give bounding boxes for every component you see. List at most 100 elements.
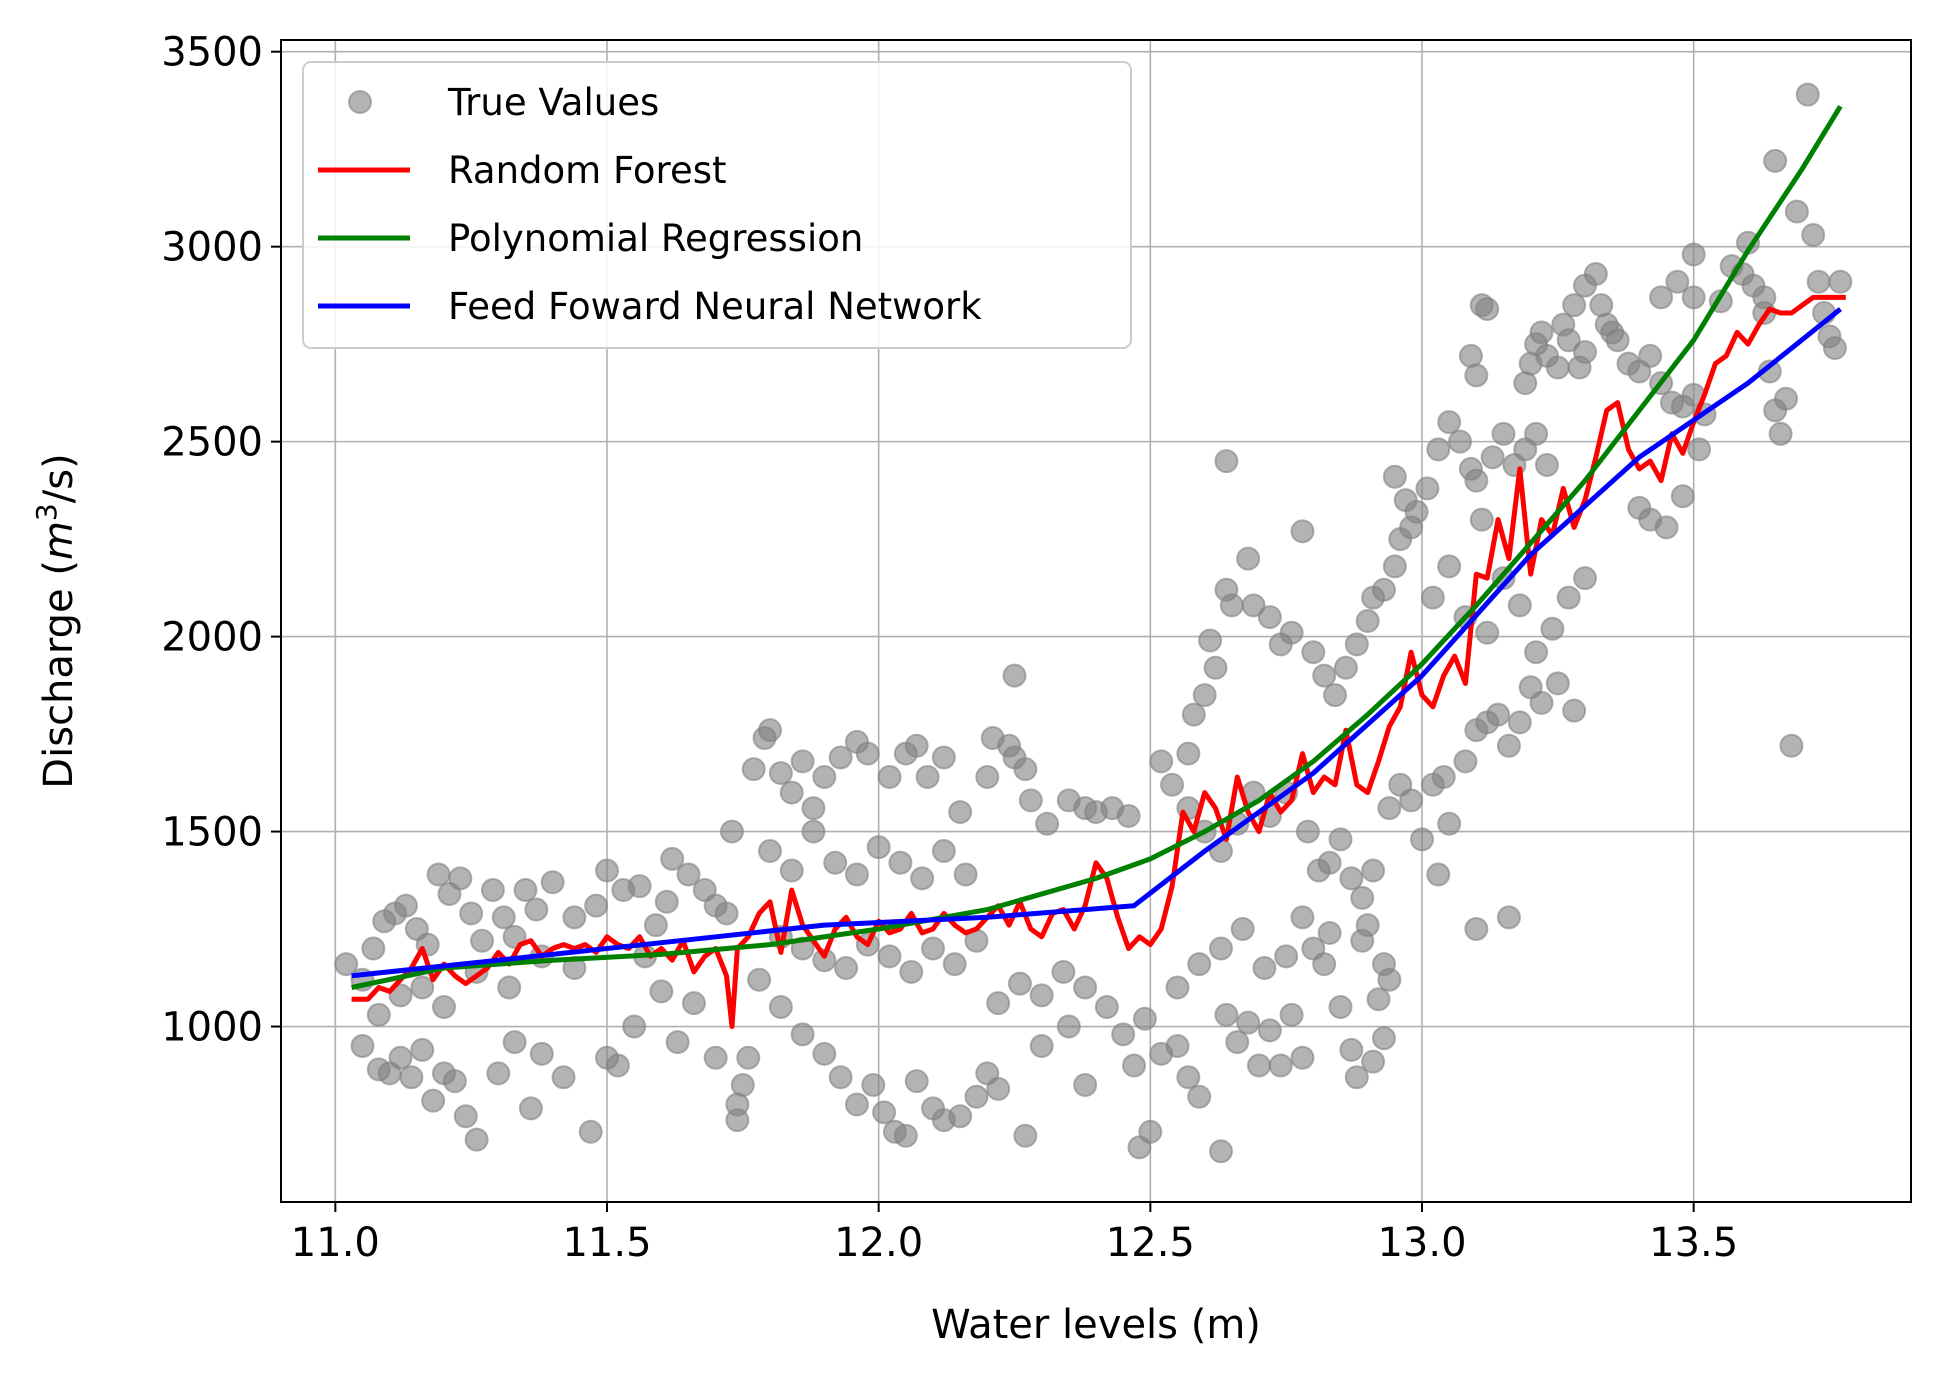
scatter-point [986, 1076, 1011, 1101]
scatter-point [334, 952, 359, 977]
scatter-point [915, 764, 940, 789]
y-tick-label: 2000 [161, 615, 263, 661]
scatter-point [448, 866, 473, 891]
scatter-point [1035, 811, 1060, 836]
y-axis-label-prefix: Discharge ( [36, 560, 82, 789]
x-tick-label: 12.0 [834, 1220, 923, 1266]
scatter-point [942, 952, 967, 977]
scatter-point [1763, 148, 1788, 173]
scatter-point [1828, 269, 1853, 294]
scatter-point [812, 1041, 837, 1066]
scatter-point [1339, 1037, 1364, 1062]
scatter-point [1018, 788, 1043, 813]
scatter-point [578, 1119, 603, 1144]
scatter-point [904, 733, 929, 758]
legend-label-polynomial-regression: Polynomial Regression [448, 217, 863, 260]
scatter-point [1328, 995, 1353, 1020]
scatter-point [1323, 683, 1348, 708]
scatter-point [1236, 1010, 1261, 1035]
scatter-point [491, 905, 516, 930]
scatter-point [388, 1045, 413, 1070]
scatter-point [1464, 363, 1489, 388]
scatter-point [1545, 355, 1570, 380]
scatter-point [1111, 1022, 1136, 1047]
scatter-point [1187, 1084, 1212, 1109]
scatter-point [1344, 1065, 1369, 1090]
x-axis-label: Water levels (m) [931, 1302, 1261, 1348]
scatter-point [1122, 1053, 1147, 1078]
scatter-point [654, 889, 679, 914]
scatter-point [1279, 620, 1304, 645]
scatter-point [844, 862, 869, 887]
scatter-point [861, 1073, 886, 1098]
y-tick-label: 3000 [161, 225, 263, 271]
scatter-point [1187, 952, 1212, 977]
scatter-point [931, 745, 956, 770]
scatter-point [1361, 858, 1386, 883]
scatter-point [1529, 320, 1554, 345]
scatter-point [719, 819, 744, 844]
scatter-point [605, 1053, 630, 1078]
scatter-point [1192, 683, 1217, 708]
scatter-point [1654, 515, 1679, 540]
scatter-point [1165, 975, 1190, 1000]
legend-label-ffnn: Feed Foward Neural Network [448, 285, 982, 328]
scatter-point [665, 1030, 690, 1055]
scatter-point [1208, 1139, 1233, 1164]
scatter-point [551, 1065, 576, 1090]
ticks: 11.0 11.5 12.0 12.5 13.0 13.5 1000 1500 2000 2500… [161, 30, 1738, 1266]
scatter-point [1524, 421, 1549, 446]
scatter-point [779, 780, 804, 805]
scatter-point [812, 948, 837, 973]
scatter-point [1051, 959, 1076, 984]
scatter-point [1573, 566, 1597, 591]
scatter-point [1529, 690, 1554, 715]
scatter-point [1317, 850, 1342, 875]
scatter-point [1073, 1073, 1098, 1098]
scatter-point [459, 901, 484, 926]
scatter-point [921, 936, 945, 961]
scatter-point [1094, 995, 1119, 1020]
scatter-point [953, 862, 978, 887]
scatter-point [931, 839, 956, 864]
legend-box [302, 61, 1132, 349]
scatter-point [410, 975, 435, 1000]
scatter-point [1774, 386, 1799, 411]
scatter-point [1013, 757, 1038, 782]
scatter-point [361, 936, 386, 961]
scatter-point [1198, 628, 1223, 653]
scatter-point [1545, 671, 1570, 696]
scatter-point [366, 1002, 391, 1027]
scatter-point [1007, 971, 1032, 996]
scatter-point [779, 858, 804, 883]
scatter-point [1339, 866, 1364, 891]
scatter-point [1355, 609, 1380, 633]
scatter-point [1252, 956, 1277, 981]
scatter-point [1371, 952, 1396, 977]
y-axis-label-var: m [36, 521, 82, 560]
scatter-point [1013, 1123, 1038, 1148]
scatter-point [627, 874, 652, 899]
scatter-point [866, 835, 891, 860]
x-tick-label: 11.0 [291, 1220, 380, 1266]
scatter-point [888, 850, 913, 875]
legend: True Values Random Forest Polynomial Reg… [302, 61, 1132, 349]
scatter-point [513, 878, 538, 903]
scatter-point [442, 1069, 467, 1094]
scatter-point [1437, 410, 1462, 435]
scatter-point [1437, 554, 1462, 579]
scatter-point [502, 1030, 527, 1055]
scatter-point [741, 757, 766, 782]
model-lines [351, 104, 1846, 1029]
scatter-point [1464, 917, 1489, 942]
scatter-point [426, 862, 451, 887]
scatter-point [1366, 987, 1391, 1012]
scatter-point [1458, 343, 1483, 368]
scatter-point [1312, 663, 1337, 688]
scatter-point [1274, 944, 1299, 969]
scatter-point [1160, 772, 1185, 797]
scatter-point [529, 1041, 554, 1066]
scatter-point [1176, 741, 1201, 766]
scatter-point [540, 870, 565, 895]
scatter-point [964, 1084, 989, 1109]
